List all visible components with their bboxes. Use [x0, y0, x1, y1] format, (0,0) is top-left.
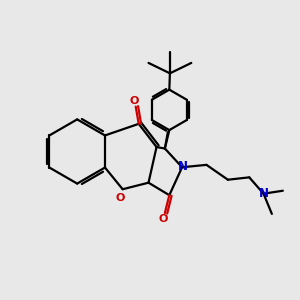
Text: O: O [116, 193, 125, 202]
Text: N: N [178, 160, 188, 173]
Text: O: O [159, 214, 168, 224]
Text: O: O [130, 96, 139, 106]
Text: N: N [259, 187, 269, 200]
